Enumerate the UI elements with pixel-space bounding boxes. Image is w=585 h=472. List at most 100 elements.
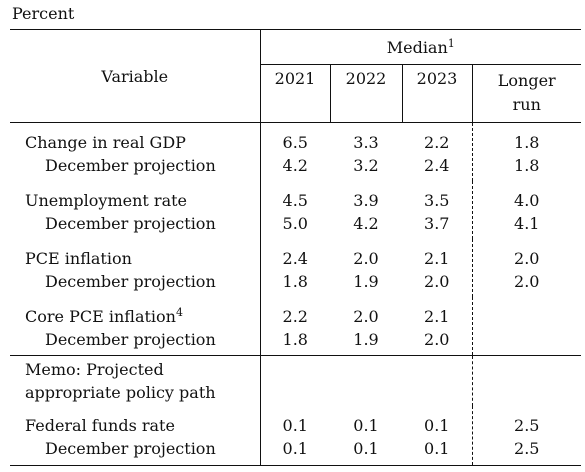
value: 2.2 bbox=[282, 306, 308, 326]
table-row-group: Change in real GDP December projection 6… bbox=[10, 122, 581, 181]
sub-value: 2.0 bbox=[424, 271, 450, 291]
value-cell: 2.5 2.5 bbox=[471, 405, 581, 466]
value bbox=[473, 305, 582, 328]
value-cell: 2.2 2.4 bbox=[402, 123, 472, 181]
value: 2.1 bbox=[424, 248, 450, 268]
table-row-group: Core PCE inflation4 December projection … bbox=[10, 296, 582, 356]
row-sub-label: December projection bbox=[45, 329, 216, 349]
value-cell: 2.0 1.9 bbox=[330, 239, 402, 297]
value-cell: 0.1 0.1 bbox=[330, 405, 402, 466]
longer-run-line2: run bbox=[512, 95, 541, 114]
row-name: Federal funds rate bbox=[25, 415, 175, 435]
value: 1.8 bbox=[514, 133, 540, 152]
value-cell: 4.5 5.0 bbox=[260, 181, 330, 239]
value-cell: 4.0 4.1 bbox=[471, 180, 581, 239]
unit-label: Percent bbox=[12, 4, 75, 23]
header-row-years: 2021 2022 2023 Longer run bbox=[10, 64, 581, 123]
row-label: Change in real GDP bbox=[25, 131, 260, 154]
sub-value bbox=[473, 328, 582, 351]
value: 0.1 bbox=[424, 415, 450, 435]
memo-line1: Memo: Projected bbox=[25, 360, 164, 379]
sub-value: 4.1 bbox=[514, 213, 540, 233]
row-name: Unemployment rate bbox=[25, 190, 188, 210]
empty-cell bbox=[402, 356, 472, 406]
longer-run-line1: Longer bbox=[497, 71, 556, 90]
sub-value: 3.7 bbox=[424, 213, 450, 233]
value: 2.4 bbox=[282, 248, 308, 268]
value-cell: 3.9 4.2 bbox=[330, 181, 402, 239]
sub-value: 4.2 bbox=[282, 156, 308, 175]
row-label-cell: PCE inflation December projection bbox=[10, 238, 261, 297]
value: 2.1 bbox=[424, 306, 450, 326]
sub-value: 1.8 bbox=[282, 271, 308, 291]
value-cell: 0.1 0.1 bbox=[402, 405, 472, 466]
value-cell: 2.1 2.0 bbox=[402, 296, 472, 356]
row-sub-label: December projection bbox=[45, 156, 216, 175]
value: 0.1 bbox=[282, 415, 308, 435]
value: 2.0 bbox=[514, 248, 540, 268]
header-year-2023: 2023 bbox=[402, 64, 473, 123]
row-label-cell: Federal funds rate December projection bbox=[10, 405, 261, 466]
header-median: Median1 bbox=[260, 29, 581, 65]
row-label: Core PCE inflation4 bbox=[25, 305, 260, 328]
value-cell: 2.2 1.8 bbox=[260, 296, 330, 356]
row-sub-label: December projection bbox=[45, 438, 216, 458]
sub-value: 2.0 bbox=[514, 271, 540, 291]
header-year-2022: 2022 bbox=[330, 64, 403, 123]
sub-value: 0.1 bbox=[353, 438, 379, 458]
memo-line2: appropriate policy path bbox=[25, 383, 216, 402]
value: 0.1 bbox=[353, 415, 379, 435]
sub-value: 3.2 bbox=[353, 156, 379, 175]
value-cell: 3.3 3.2 bbox=[330, 123, 402, 181]
value-cell: 2.4 1.8 bbox=[260, 239, 330, 297]
empty-cell bbox=[260, 356, 330, 406]
sub-value: 5.0 bbox=[282, 213, 308, 233]
value: 2.2 bbox=[424, 133, 450, 152]
projections-table: Variable Median1 2021 2022 2023 Longer r… bbox=[10, 29, 581, 466]
table-row-memo: Memo: Projected appropriate policy path bbox=[10, 355, 581, 406]
value-cell: 1.8 1.8 bbox=[471, 122, 581, 181]
value: 4.0 bbox=[514, 190, 540, 210]
value-cell: 2.0 2.0 bbox=[471, 238, 581, 297]
value: 3.9 bbox=[353, 190, 379, 210]
sub-value: 2.0 bbox=[424, 329, 450, 349]
year-label: 2022 bbox=[345, 69, 387, 88]
sub-value: 1.9 bbox=[353, 329, 379, 349]
value-cell: 2.1 2.0 bbox=[402, 239, 472, 297]
sub-value: 0.1 bbox=[282, 438, 308, 458]
row-name: Change in real GDP bbox=[25, 133, 186, 152]
year-label: 2021 bbox=[274, 69, 316, 88]
sub-value: 2.5 bbox=[514, 438, 540, 458]
value: 3.5 bbox=[424, 190, 450, 210]
median-footnote: 1 bbox=[447, 36, 455, 50]
row-footnote: 4 bbox=[175, 305, 183, 319]
value: 2.0 bbox=[353, 306, 379, 326]
sub-value: 0.1 bbox=[424, 438, 450, 458]
value-cell: 6.5 4.2 bbox=[260, 123, 330, 181]
empty-cell bbox=[330, 356, 402, 406]
row-name: PCE inflation bbox=[25, 248, 132, 268]
value: 6.5 bbox=[282, 133, 308, 152]
value: 3.3 bbox=[353, 133, 379, 152]
sub-value: 1.8 bbox=[514, 156, 540, 175]
row-label-cell: Core PCE inflation4 December projection bbox=[10, 296, 261, 356]
table-row-group: PCE inflation December projection 2.4 1.8… bbox=[10, 238, 581, 297]
row-sub-label: December projection bbox=[45, 271, 216, 291]
header-year-2021: 2021 bbox=[260, 64, 331, 123]
row-label-cell: Unemployment rate December projection bbox=[10, 180, 261, 239]
row-name: Core PCE inflation bbox=[25, 306, 176, 326]
sub-value: 4.2 bbox=[353, 213, 379, 233]
value-cell: 2.0 1.9 bbox=[330, 296, 402, 356]
header-variable-label: Variable bbox=[101, 66, 169, 86]
value-cell: 3.5 3.7 bbox=[402, 181, 472, 239]
year-label: 2023 bbox=[416, 69, 458, 88]
value: 4.5 bbox=[282, 190, 308, 210]
value: 2.0 bbox=[353, 248, 379, 268]
header-longer-run: Longer run bbox=[472, 64, 581, 123]
empty-cell bbox=[471, 355, 581, 406]
header-variable: Variable bbox=[10, 29, 261, 123]
row-label: PCE inflation bbox=[25, 247, 260, 270]
memo-label-cell: Memo: Projected appropriate policy path bbox=[10, 355, 261, 406]
sub-value: 1.9 bbox=[353, 271, 379, 291]
value-cell bbox=[471, 296, 582, 356]
